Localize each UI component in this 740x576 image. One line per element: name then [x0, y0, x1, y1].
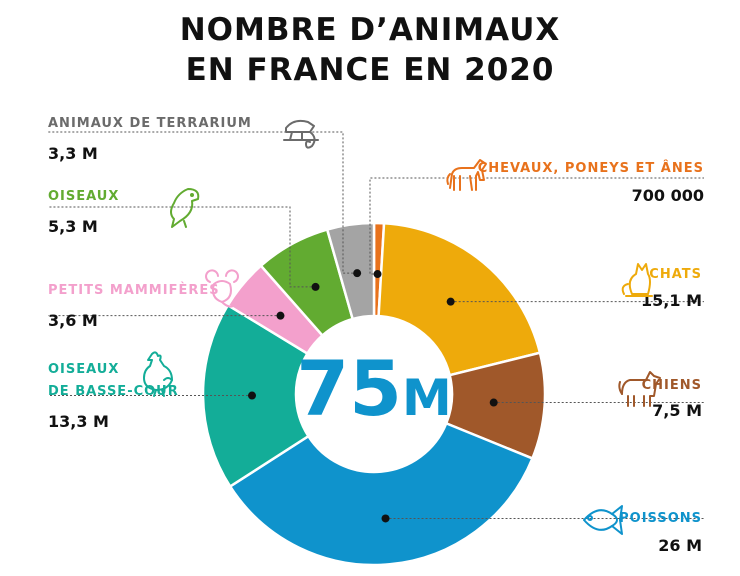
label-terrarium: ANIMAUX DE TERRARIUM — [48, 116, 252, 131]
value-terrarium: 3,3 M — [48, 144, 98, 163]
leader-dot-birds — [311, 282, 320, 291]
chart-title: NOMBRE D’ANIMAUX EN FRANCE EN 2020 — [0, 10, 740, 90]
fish-icon — [583, 505, 623, 535]
chameleon-icon-stroke — [305, 131, 316, 149]
leader-dot-dogs — [489, 398, 498, 407]
dog-icon-stroke — [621, 371, 661, 407]
parrot-icon — [170, 188, 200, 228]
label-dogs: CHIENS — [642, 378, 702, 393]
parrot-icon-stroke — [170, 188, 200, 228]
label-fish: POISSONS — [619, 511, 702, 526]
leader-dot-horses — [373, 270, 382, 279]
fish-icon-stroke — [587, 515, 593, 521]
mouse-icon-stroke — [225, 269, 239, 283]
parrot-icon-stroke — [183, 220, 187, 228]
chart-title-line-1: NOMBRE D’ANIMAUX — [179, 12, 561, 48]
leader-dot-terrarium — [353, 269, 362, 278]
leader-dot-fish — [381, 514, 390, 523]
leader-dot-cats — [446, 297, 455, 306]
dog-icon-stroke — [618, 381, 623, 395]
rooster-icon-stroke — [163, 377, 173, 381]
leader-line-birds — [48, 206, 316, 288]
cat-icon — [621, 263, 653, 297]
value-birds: 5,3 M — [48, 217, 98, 236]
dog-icon — [618, 371, 661, 407]
label-poultry-line-1: OISEAUX — [48, 362, 119, 377]
chart-title-line-2: EN FRANCE EN 2020 — [185, 52, 555, 88]
value-dogs: 7,5 M — [652, 401, 702, 420]
cat-icon-stroke — [628, 263, 651, 295]
cat-icon-stroke — [621, 283, 629, 295]
horse-icon-stroke — [469, 175, 473, 191]
horse-icon-stroke — [449, 159, 487, 191]
rooster-icon-stroke — [153, 389, 157, 397]
chameleon-icon-stroke — [285, 119, 315, 133]
rooster-icon — [143, 351, 173, 397]
value-poultry: 13,3 M — [48, 412, 109, 431]
parrot-icon-stroke — [190, 193, 194, 197]
value-horses: 700 000 — [632, 186, 704, 205]
leader-dot-poultry — [248, 391, 257, 400]
rooster-icon-stroke — [161, 389, 165, 397]
label-birds: OISEAUX — [48, 189, 119, 204]
slice-fish — [228, 421, 535, 567]
mouse-icon-stroke — [221, 301, 237, 308]
fish-icon-stroke — [611, 505, 623, 535]
horse-icon-stroke — [446, 173, 451, 185]
leader-dot-small-mammals — [276, 311, 285, 320]
mouse-icon-stroke — [212, 280, 232, 303]
value-fish: 26 M — [658, 536, 702, 555]
value-small-mammals: 3,6 M — [48, 311, 98, 330]
horse-icon — [446, 159, 487, 191]
label-poultry-line-2: DE BASSE-COUR — [48, 384, 179, 399]
chameleon-icon-stroke — [289, 131, 293, 141]
leader-line-terrarium — [48, 131, 358, 274]
label-horses: CHEVAUX, PONEYS ET ÂNES — [478, 160, 704, 176]
mouse-icon — [205, 269, 239, 308]
value-cats: 15,1 M — [641, 291, 702, 310]
center-total-label: 75M — [296, 344, 452, 433]
fish-icon-stroke — [583, 509, 618, 531]
chameleon-icon — [283, 119, 319, 149]
mouse-icon-stroke — [205, 269, 219, 283]
slice-cats — [377, 221, 542, 377]
label-cats: CHATS — [649, 267, 702, 282]
slice-terrarium — [325, 221, 376, 321]
label-small-mammals: PETITS MAMMIFÈRES — [48, 282, 220, 298]
